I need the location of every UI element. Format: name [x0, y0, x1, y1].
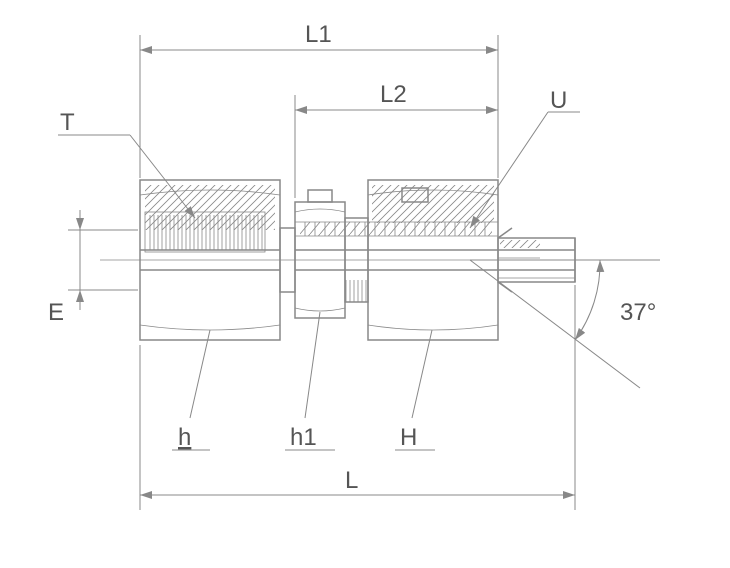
- label-L: L: [345, 467, 358, 494]
- dim-E: E: [48, 210, 138, 326]
- label-L2: L2: [380, 81, 407, 108]
- label-h: h: [178, 424, 191, 451]
- dim-L1: L1: [140, 21, 498, 178]
- label-T: T: [60, 109, 75, 136]
- label-E: E: [48, 299, 64, 326]
- label-H: H: [400, 424, 417, 451]
- dim-h1: h1: [285, 312, 335, 451]
- dim-H: H: [395, 330, 435, 451]
- technical-drawing: L1 L2 T U E 37° h: [0, 0, 730, 568]
- dim-L: L: [140, 285, 575, 510]
- label-h1: h1: [290, 424, 317, 451]
- dim-h: h: [172, 330, 210, 451]
- label-angle: 37°: [620, 299, 656, 326]
- label-U: U: [550, 87, 567, 114]
- label-L1: L1: [305, 21, 332, 48]
